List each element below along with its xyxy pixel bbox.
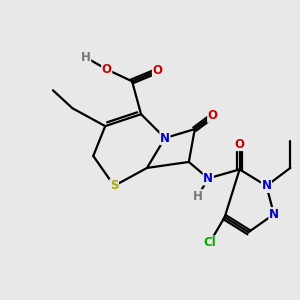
Text: N: N — [203, 172, 213, 185]
Text: H: H — [81, 51, 91, 64]
Text: O: O — [235, 137, 244, 151]
Text: N: N — [269, 208, 279, 221]
Text: O: O — [152, 64, 163, 77]
Text: Cl: Cl — [203, 236, 216, 249]
Text: H: H — [193, 190, 203, 203]
Text: N: N — [160, 132, 170, 145]
Text: N: N — [262, 179, 272, 192]
Text: S: S — [110, 179, 118, 192]
Text: O: O — [102, 63, 112, 76]
Text: O: O — [208, 109, 218, 122]
